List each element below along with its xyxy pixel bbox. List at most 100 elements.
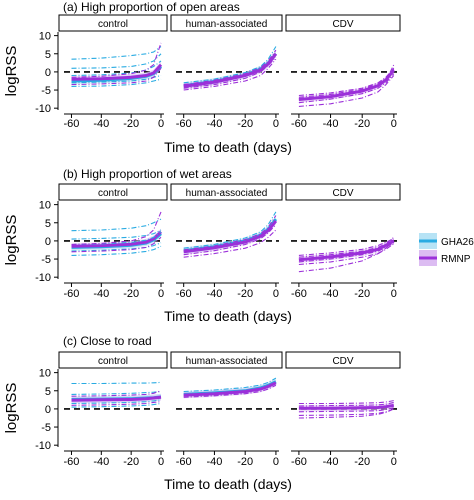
series-line [183, 57, 277, 89]
x-tick-label: -40 [323, 118, 339, 130]
series-line [71, 399, 162, 405]
y-tick-label: 0 [45, 404, 51, 416]
x-tick-label: -60 [176, 118, 192, 130]
facet-label: human-associated [186, 356, 268, 367]
series-line [71, 402, 162, 408]
series-line [183, 52, 278, 88]
series-line [183, 220, 278, 254]
chart-block: (b) High proportion of wet areas logRSS 10… [3, 167, 401, 324]
series-line [298, 239, 395, 262]
facet-strip [58, 351, 168, 369]
confidence-band [183, 215, 276, 254]
x-tick-label: -20 [354, 288, 370, 300]
confidence-band [183, 50, 276, 89]
x-axis-label: Time to death (days) [164, 308, 292, 324]
series-line [71, 229, 162, 240]
legend: GHA26 RMNP [419, 233, 474, 266]
chart-title: (c) Close to road [63, 334, 152, 348]
facet-label: control [98, 19, 128, 30]
x-tick-label: 0 [158, 456, 164, 468]
chart-block: (c) Close to road logRSS 10 5 0 -5 -10 control -… [3, 334, 401, 492]
x-tick-label: -20 [354, 118, 370, 130]
series-line [71, 395, 162, 402]
x-axis-label: Time to death (days) [164, 139, 292, 155]
chart-block: (a) High proportion of open areas logRSS 1… [3, 0, 401, 155]
y-tick-label: -10 [35, 272, 51, 284]
series-line [298, 400, 394, 405]
x-tick-label: 0 [391, 288, 397, 300]
x-tick-label: 0 [273, 456, 279, 468]
y-tick-label: -5 [41, 422, 51, 434]
legend-label: RMNP [441, 254, 471, 265]
facet-strip [170, 351, 283, 369]
series-line [71, 236, 162, 253]
x-tick-label: 0 [158, 118, 164, 130]
series-line [298, 408, 395, 419]
y-tick-label: -10 [35, 103, 51, 115]
series-line [71, 74, 162, 84]
series-line [298, 403, 395, 410]
facet-strip [170, 183, 283, 201]
facet-panel: human-associated -60 -40 -20 0 [170, 183, 283, 300]
series-line [71, 245, 162, 256]
x-tick-label: 0 [273, 118, 279, 130]
series-line [71, 230, 163, 248]
x-tick-label: -20 [123, 288, 139, 300]
series-line [71, 53, 162, 69]
series-line [298, 68, 395, 98]
x-tick-label: -20 [354, 456, 370, 468]
series-line [298, 401, 394, 407]
y-tick-label: 10 [39, 200, 51, 212]
y-tick-label: 5 [45, 49, 51, 61]
series-line [298, 407, 394, 413]
facet-strip [285, 183, 401, 201]
legend-label: GHA26 [441, 237, 474, 248]
facet-strip [58, 14, 168, 32]
facet-strip [285, 351, 401, 369]
y-tick-label: -5 [41, 254, 51, 266]
y-tick-label: 5 [45, 386, 51, 398]
series-line [298, 67, 395, 97]
series-line [71, 390, 162, 397]
x-tick-label: -20 [237, 288, 253, 300]
facet-panel: control -60 -40 -20 0 [58, 183, 168, 300]
x-tick-label: -20 [237, 456, 253, 468]
series-line [298, 64, 395, 101]
x-tick-label: -60 [64, 456, 80, 468]
x-tick-label: -40 [93, 456, 109, 468]
facet-panel: human-associated -60 -40 -20 0 [170, 14, 283, 130]
series-line [71, 381, 162, 385]
x-tick-label: -60 [291, 288, 307, 300]
chart-title: (b) High proportion of wet areas [63, 167, 232, 181]
facet-panel: CDV -60 -40 -20 0 [285, 183, 401, 300]
series-line [298, 243, 395, 266]
y-axis-label: logRSS [3, 46, 20, 97]
series-line [71, 63, 163, 81]
series-line [298, 238, 394, 256]
x-tick-label: 0 [391, 118, 397, 130]
facet-panel: CDV -60 -40 -20 0 [285, 14, 401, 130]
x-tick-label: -40 [206, 288, 222, 300]
series-line [183, 58, 277, 91]
series-line [298, 236, 395, 258]
y-tick-label: 5 [45, 218, 51, 230]
series-line [71, 42, 162, 78]
y-axis-label: logRSS [3, 215, 20, 266]
x-axis-label: Time to death (days) [164, 476, 292, 492]
series-line [298, 239, 395, 273]
x-tick-label: -60 [64, 288, 80, 300]
series-line [71, 211, 162, 246]
series-line [71, 78, 162, 87]
facet-panel: control -60 -40 -20 0 [58, 14, 168, 130]
x-tick-label: -40 [93, 288, 109, 300]
series-line [71, 67, 162, 86]
facet-strip [170, 14, 283, 32]
x-tick-label: -40 [206, 456, 222, 468]
x-tick-label: -20 [237, 118, 253, 130]
x-tick-label: -60 [291, 118, 307, 130]
series-line [71, 46, 162, 60]
facet-label: control [98, 188, 128, 199]
series-line [71, 218, 162, 232]
y-tick-label: -5 [41, 85, 51, 97]
